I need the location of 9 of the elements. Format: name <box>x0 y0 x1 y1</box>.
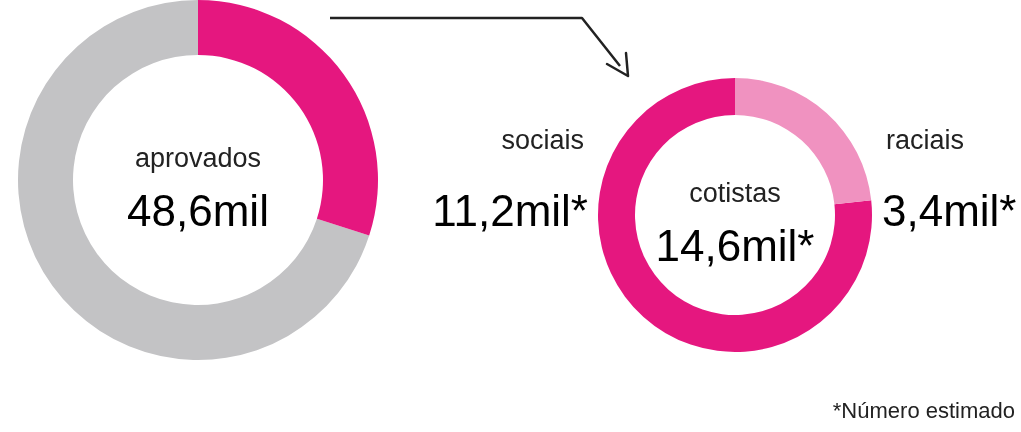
text: 48,6mil <box>127 185 269 235</box>
slice-label: sociais <box>501 125 584 155</box>
text: 14,6mil* <box>655 220 815 270</box>
text: aprovados <box>134 143 262 173</box>
slice-label: raciais <box>886 125 965 155</box>
text: cotistas <box>689 178 781 208</box>
text: *Número estimado <box>832 397 1015 423</box>
data-label: 3,4mil* <box>882 185 1017 235</box>
data-label: 11,2mil* <box>432 185 588 235</box>
